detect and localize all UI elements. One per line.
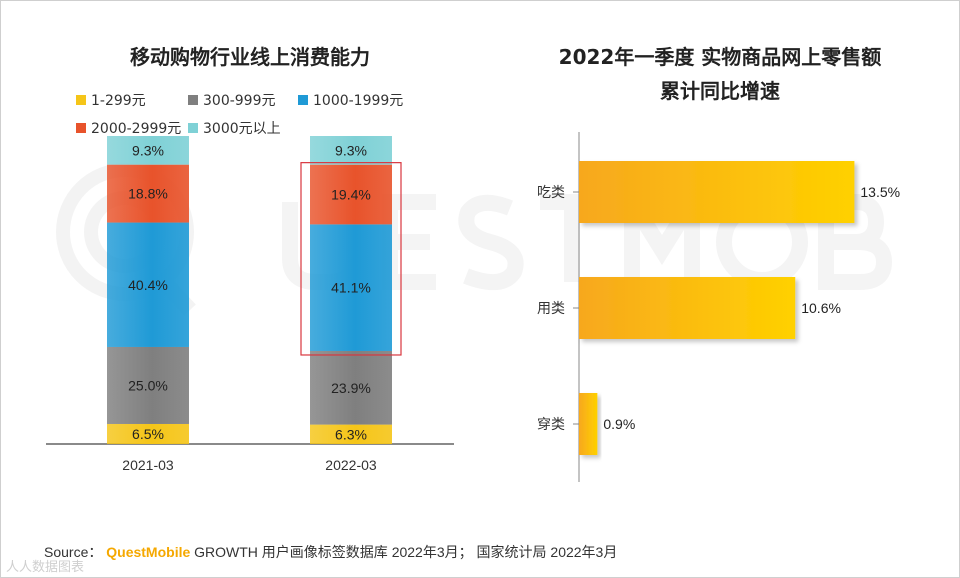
data-label: 19.4% (331, 187, 371, 203)
data-label: 10.6% (801, 300, 841, 316)
source-text: GROWTH 用户画像标签数据库 2022年3月； 国家统计局 2022年3月 (194, 544, 618, 560)
data-label: 23.9% (331, 380, 371, 396)
left-chart-title: 移动购物行业线上消费能力 (130, 45, 370, 69)
horizontal-bar-chart: 吃类 13.5% 用类 10.6% 穿类 0.9% (537, 132, 900, 482)
legend-label: 2000-2999元 (91, 121, 182, 137)
legend-label: 1-299元 (91, 93, 146, 109)
data-label: 41.1% (331, 280, 371, 296)
legend-item-1000-1999: 1000-1999元 (298, 90, 403, 110)
bar-segment-2022-03-1-299元 (310, 424, 392, 444)
legend-swatch-icon (76, 95, 86, 105)
legend-swatch-icon (76, 123, 86, 133)
legend-item-300-999: 300-999元 (188, 90, 276, 110)
right-chart-title-line2: 累计同比增速 (660, 79, 780, 103)
data-label: 13.5% (860, 184, 900, 200)
highlight-box (300, 162, 402, 356)
bar-吃类 (579, 161, 855, 223)
bar-segment-2021-03-3000元以上 (107, 136, 189, 165)
y-tick-label: 穿类 (537, 417, 565, 433)
x-tick-label: 2021-03 (122, 457, 174, 473)
legend-swatch-icon (188, 123, 198, 133)
data-label: 18.8% (128, 186, 168, 202)
source-note: Source： QuestMobile GROWTH 用户画像标签数据库 202… (44, 542, 617, 562)
legend-item-1-299: 1-299元 (76, 90, 146, 110)
bar-用类 (579, 277, 796, 339)
source-prefix: Source： (44, 544, 103, 560)
stacked-bar-chart: 6.5% 25.0% 40.4% 18.8% 9.3% 2021-03 6.3% 23.9% 4… (46, 136, 454, 473)
bar-segment-2021-03-1000-1999元 (107, 222, 189, 347)
data-label: 9.3% (132, 142, 164, 158)
bar-穿类 (579, 393, 598, 455)
data-label: 6.5% (132, 426, 164, 442)
data-label: 25.0% (128, 377, 168, 393)
bar-segment-2021-03-2000-2999元 (107, 164, 189, 223)
bar-segment-2022-03-1000-1999元 (310, 224, 392, 351)
legend-swatch-icon (298, 95, 308, 105)
legend-label: 300-999元 (203, 93, 276, 109)
right-chart-title: 2022年一季度 实物商品网上零售额 累计同比增速 (500, 40, 940, 108)
bar-segment-2022-03-2000-2999元 (310, 164, 392, 225)
bar-segment-2021-03-300-999元 (107, 346, 189, 424)
corner-watermark: 人人数据图表 (6, 560, 85, 575)
brand-logo-text: QuestMobile (106, 544, 191, 560)
right-chart-title-line1: 2022年一季度 实物商品网上零售额 (558, 45, 882, 69)
bar-segment-2022-03-300-999元 (310, 350, 392, 425)
data-label: 40.4% (128, 277, 168, 293)
data-label: 0.9% (603, 416, 635, 432)
legend-item-3000-plus: 3000元以上 (188, 118, 281, 138)
data-label: 9.3% (335, 142, 367, 158)
bar-segment-2022-03-3000元以上 (310, 136, 392, 165)
legend-label: 1000-1999元 (313, 93, 404, 109)
data-label: 6.3% (335, 426, 367, 442)
legend-label: 3000元以上 (203, 121, 281, 137)
y-tick-label: 吃类 (537, 185, 565, 201)
x-tick-label: 2022-03 (325, 457, 377, 473)
y-tick-label: 用类 (537, 301, 565, 317)
legend-swatch-icon (188, 95, 198, 105)
bar-segment-2021-03-1-299元 (107, 423, 189, 444)
legend-item-2000-2999: 2000-2999元 (76, 118, 181, 138)
